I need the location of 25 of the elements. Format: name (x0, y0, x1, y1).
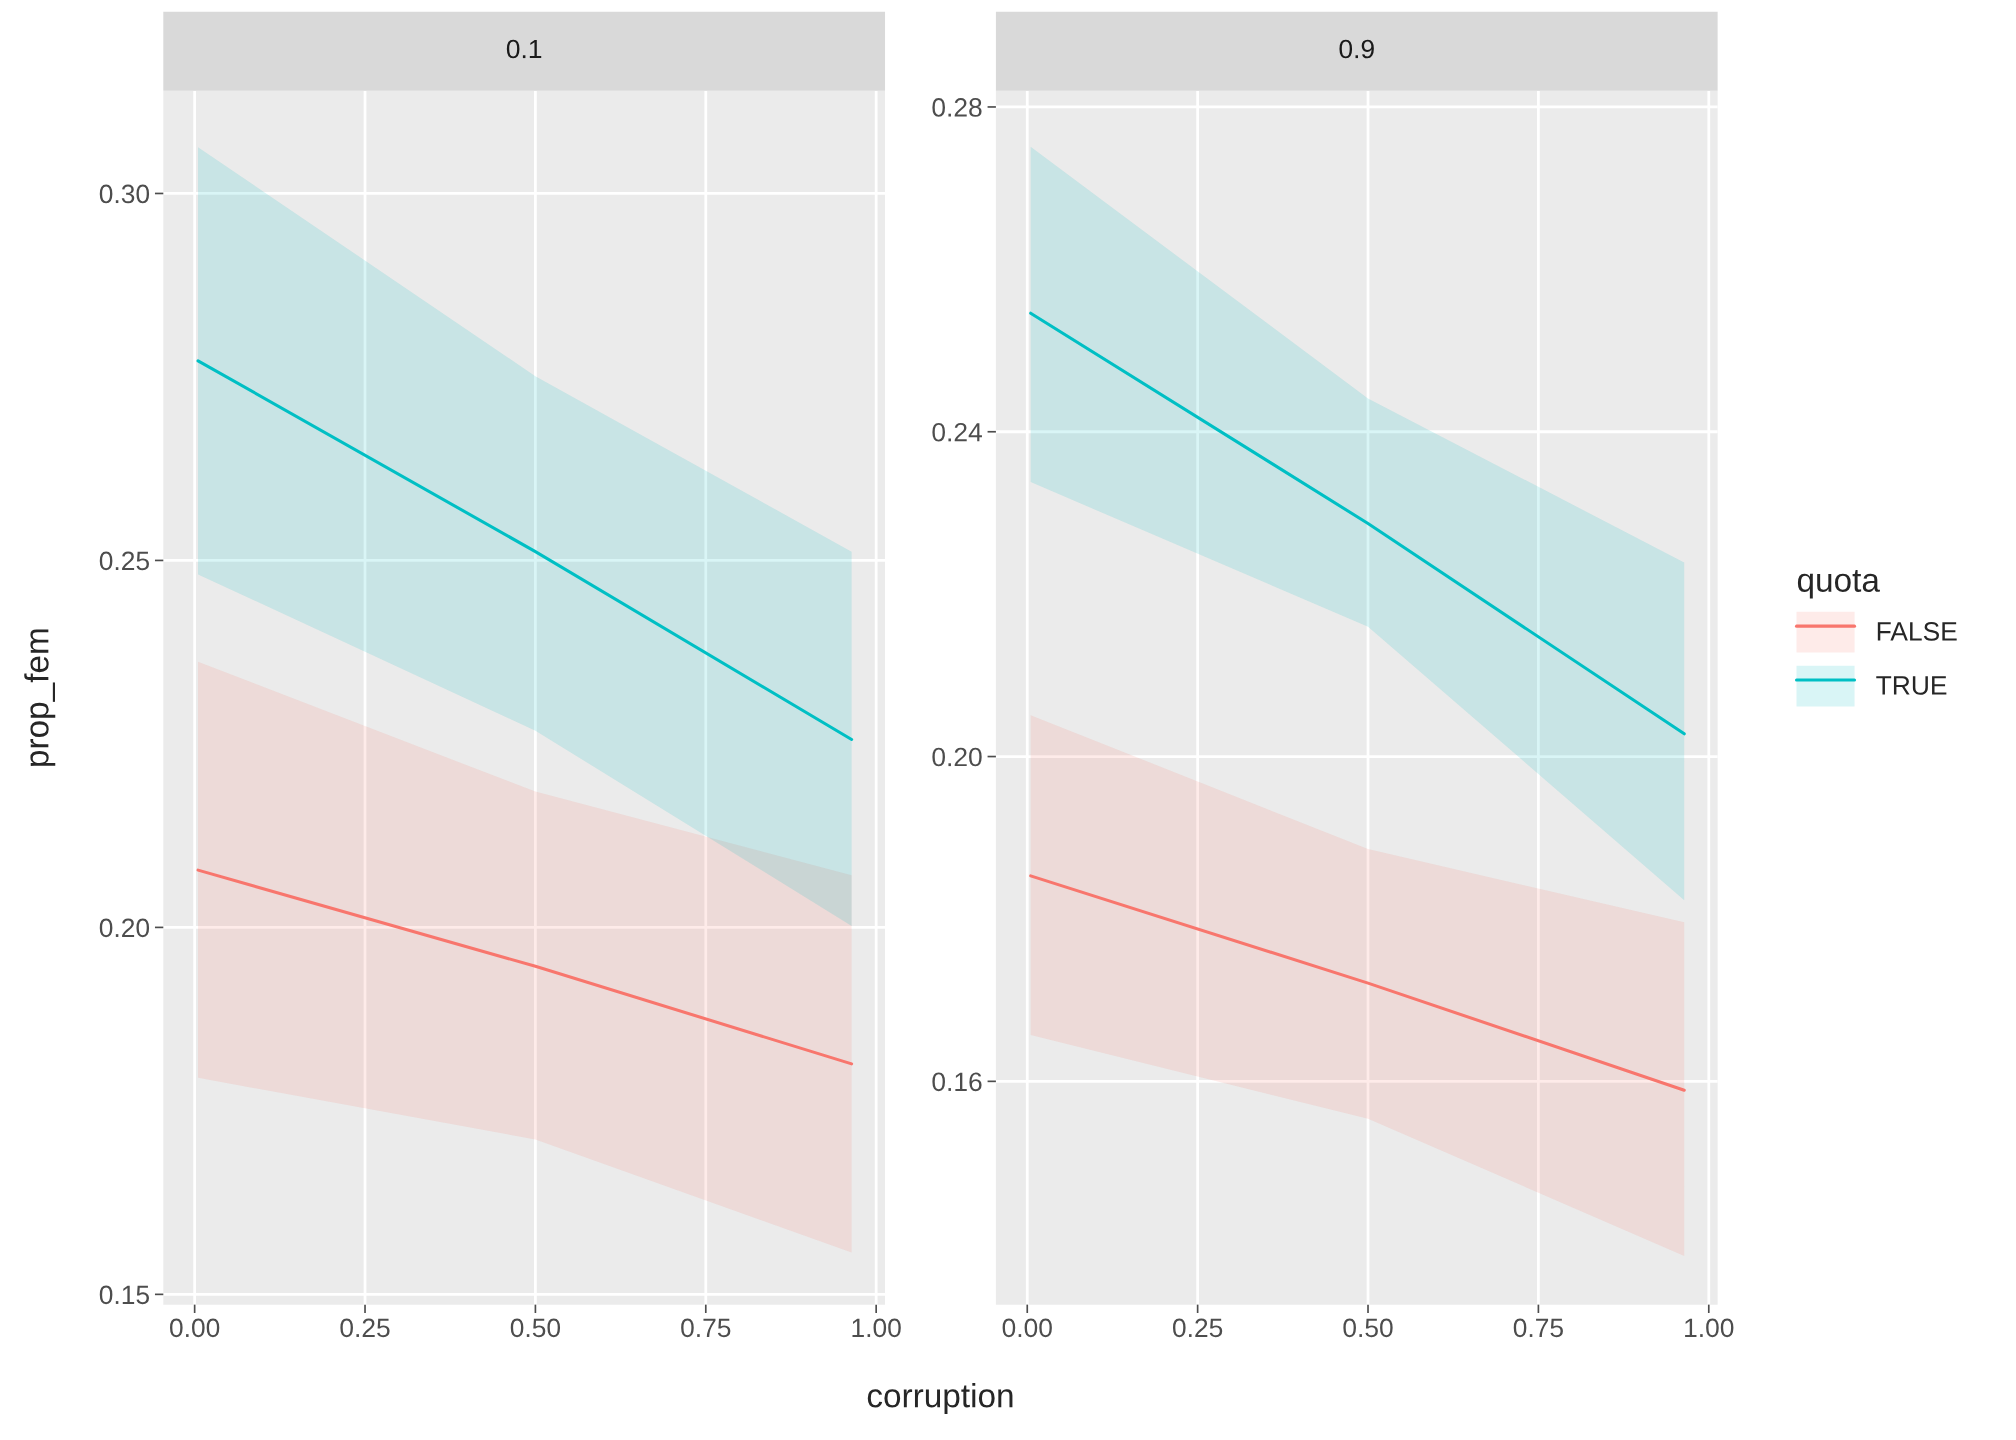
y-tick-label: 0.16 (932, 1072, 982, 1092)
legend-title: quota (1797, 570, 1880, 599)
x-tick-label: 0.75 (681, 1318, 731, 1338)
y-tick-label: 0.25 (99, 551, 149, 571)
x-tick-label: 0.50 (1343, 1318, 1393, 1338)
x-axis-title: corruption (867, 1383, 1013, 1415)
y-tick-label: 0.28 (932, 98, 982, 117)
legend-label: FALSE (1877, 622, 1957, 641)
x-tick-label: 0.75 (1513, 1318, 1563, 1338)
y-tick-label: 0.20 (99, 918, 150, 938)
y-tick-label: 0.15 (99, 1285, 149, 1305)
y-tick-label: 0.24 (932, 422, 982, 442)
x-tick-label: 0.25 (340, 1318, 390, 1338)
x-tick-label: 0.50 (510, 1318, 561, 1338)
x-tick-label: 1.00 (1685, 1318, 1734, 1338)
y-tick-label: 0.20 (932, 747, 982, 767)
x-tick-label: 0.00 (1002, 1318, 1052, 1338)
y-tick-label: 0.30 (99, 184, 150, 204)
x-tick-label: 1.00 (852, 1318, 901, 1338)
y-axis-title: prop_fem (24, 629, 56, 766)
x-tick-label: 0.25 (1172, 1318, 1223, 1338)
chart-title: 0.1 (506, 39, 542, 59)
legend-label: TRUE (1876, 676, 1947, 695)
x-tick-label: 0.00 (170, 1318, 220, 1338)
chart-title: 0.9 (1339, 39, 1374, 59)
